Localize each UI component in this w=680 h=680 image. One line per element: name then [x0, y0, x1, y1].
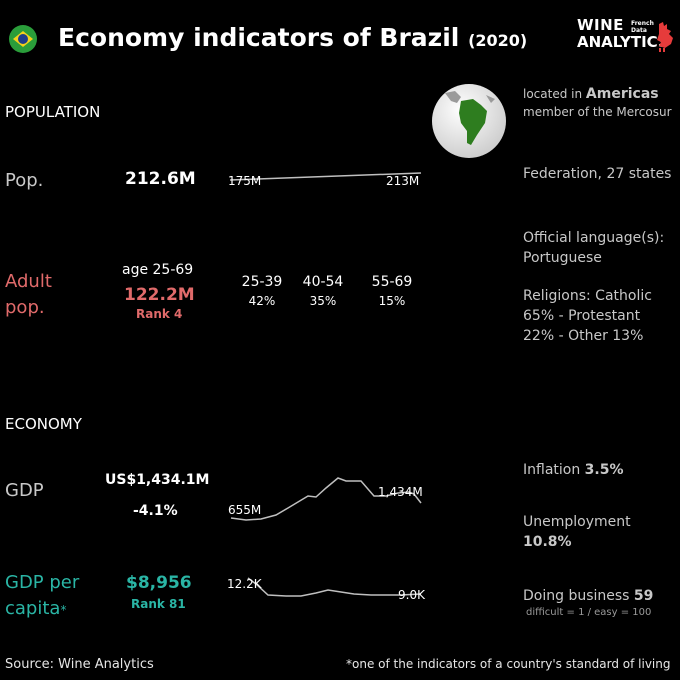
- government-type: Federation, 27 states: [523, 166, 672, 182]
- located-prefix: located in: [523, 87, 583, 101]
- age-group-range: 25-39: [241, 274, 283, 290]
- language-info: Official language(s): Portuguese: [523, 228, 678, 268]
- inflation-info: Inflation 3.5%: [523, 460, 624, 480]
- population-section-label: POPULATION: [5, 103, 101, 121]
- gdp-per-capita-value: $8,956: [126, 573, 192, 593]
- pop-value: 212.6M: [125, 169, 196, 189]
- pop-spark-end: 213M: [386, 174, 419, 188]
- pop-label: Pop.: [5, 170, 44, 191]
- age-group: 25-39 42%: [232, 274, 292, 308]
- gdppc-spark-end: 9.0K: [398, 588, 426, 602]
- gdp-spark-start: 655M: [228, 503, 261, 517]
- age-group: 40-54 35%: [293, 274, 353, 308]
- logo-line-2: ANALYTICS: [577, 33, 669, 51]
- age-group: 55-69 15%: [362, 274, 422, 308]
- adult-pop-value: 122.2M: [124, 285, 195, 305]
- location-info: located in Americas member of the Mercos…: [523, 85, 673, 121]
- logo-line-1: WINE: [577, 16, 624, 34]
- gdp-change: -4.1%: [133, 503, 178, 519]
- adult-pop-label: Adult pop.: [5, 269, 52, 321]
- gdp-sparkline: 655M 1,434M: [228, 477, 423, 521]
- age-group-range: 55-69: [371, 274, 413, 290]
- gdp-label: GDP: [5, 480, 44, 501]
- adult-label-line1: Adult: [5, 271, 52, 292]
- age-group-share: 42%: [248, 294, 276, 308]
- page-title: Economy indicators of Brazil (2020): [58, 23, 528, 52]
- gdppc-sparkline: 12.2K 9.0K: [227, 577, 426, 602]
- membership: member of the Mercosur: [523, 105, 672, 119]
- gdppc-spark-start: 12.2K: [227, 577, 263, 591]
- footnote: *one of the indicators of a country's st…: [346, 657, 671, 671]
- gdppc-footnote-marker: *: [60, 603, 67, 617]
- gdppc-label-line2: capita: [5, 598, 61, 619]
- age-group-share: 35%: [309, 294, 337, 308]
- age-group-share: 15%: [378, 294, 406, 308]
- gdp-spark-end: 1,434M: [378, 485, 423, 499]
- unemployment-info: Unemployment 10.8%: [523, 512, 631, 552]
- unemployment-value: 10.8%: [523, 534, 572, 550]
- adult-age-range: age 25-69: [122, 262, 194, 278]
- pop-sparkline: 175M 213M: [228, 172, 422, 188]
- adult-rank: Rank 4: [136, 307, 183, 321]
- inflation-value: 3.5%: [584, 462, 624, 478]
- rooster-icon: [657, 22, 673, 52]
- religions-info: Religions: Catholic 65% - Protestant 22%…: [523, 288, 652, 344]
- adult-label-line2: pop.: [5, 297, 45, 318]
- unemployment-label: Unemployment: [523, 514, 631, 530]
- wine-analytics-logo: WINE French Data ANALYTICS: [577, 18, 677, 54]
- doing-business-note: difficult = 1 / easy = 100: [526, 607, 652, 618]
- economy-section-label: ECONOMY: [5, 415, 82, 433]
- pop-spark-line: [229, 172, 422, 181]
- pop-spark-start: 175M: [228, 174, 261, 188]
- region-name: Americas: [585, 86, 659, 102]
- language-value: Portuguese: [523, 250, 602, 266]
- gdp-value: US$1,434.1M: [105, 472, 210, 488]
- globe-americas-icon: [432, 84, 506, 158]
- gdppc-spark-line: [247, 577, 422, 597]
- doing-business-label: Doing business: [523, 588, 630, 604]
- source-note: Source: Wine Analytics: [5, 657, 154, 672]
- gdppc-label-line1: GDP per: [5, 572, 80, 593]
- gdp-per-capita-label: GDP per capita*: [5, 570, 79, 623]
- logo-small-text: French Data: [631, 20, 654, 34]
- inflation-label: Inflation: [523, 462, 581, 478]
- age-group-range: 40-54: [302, 274, 344, 290]
- gdp-spark-line: [230, 477, 422, 521]
- language-label: Official language(s):: [523, 230, 665, 246]
- gdp-per-capita-rank: Rank 81: [131, 597, 186, 611]
- brazil-flag-icon: [9, 25, 37, 53]
- doing-business-value: 59: [633, 588, 654, 604]
- doing-business-info: Doing business 59: [523, 586, 653, 606]
